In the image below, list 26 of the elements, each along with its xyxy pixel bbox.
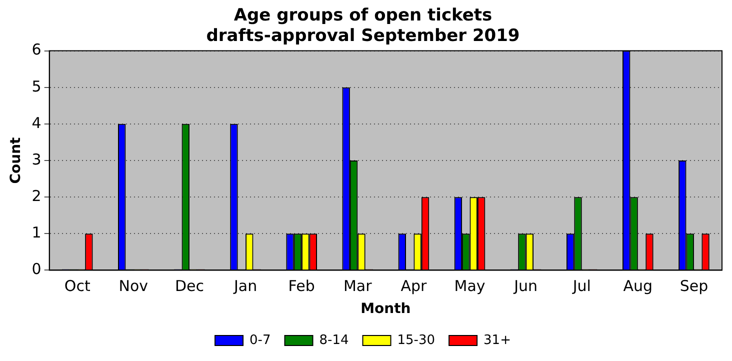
- legend-label: 0-7: [250, 332, 271, 348]
- x-tick-label: Mar: [343, 277, 373, 296]
- y-tick-label: 2: [32, 186, 42, 205]
- chart-title: Age groups of open tickets drafts-approval September 2019: [206, 6, 520, 46]
- x-tick-label: Jan: [232, 277, 258, 296]
- x-tick-label: Jul: [572, 277, 591, 296]
- legend-label: 15-30: [397, 332, 436, 348]
- x-axis-title: Month: [360, 301, 411, 318]
- x-tick-label: Nov: [118, 277, 148, 296]
- x-tick-label: Dec: [174, 277, 204, 296]
- x-tick-label: Sep: [680, 277, 708, 296]
- legend-label: 31+: [484, 332, 511, 348]
- x-tick-label: Aug: [623, 277, 653, 296]
- y-tick-label: 5: [32, 77, 42, 96]
- y-tick-label: 6: [32, 40, 42, 59]
- x-tick-label: Jun: [513, 277, 538, 296]
- y-tick-label: 1: [32, 224, 42, 242]
- legend-label: 8-14: [319, 332, 349, 348]
- y-axis-title: Count: [8, 136, 24, 184]
- x-tick-label: May: [454, 277, 486, 296]
- y-tick-label: 4: [32, 114, 42, 132]
- x-tick-label: Oct: [64, 277, 90, 296]
- x-tick-label: Feb: [288, 277, 315, 296]
- y-tick-label: 3: [32, 150, 42, 168]
- x-tick-label: Apr: [400, 277, 428, 296]
- y-tick-label: 0: [32, 260, 42, 278]
